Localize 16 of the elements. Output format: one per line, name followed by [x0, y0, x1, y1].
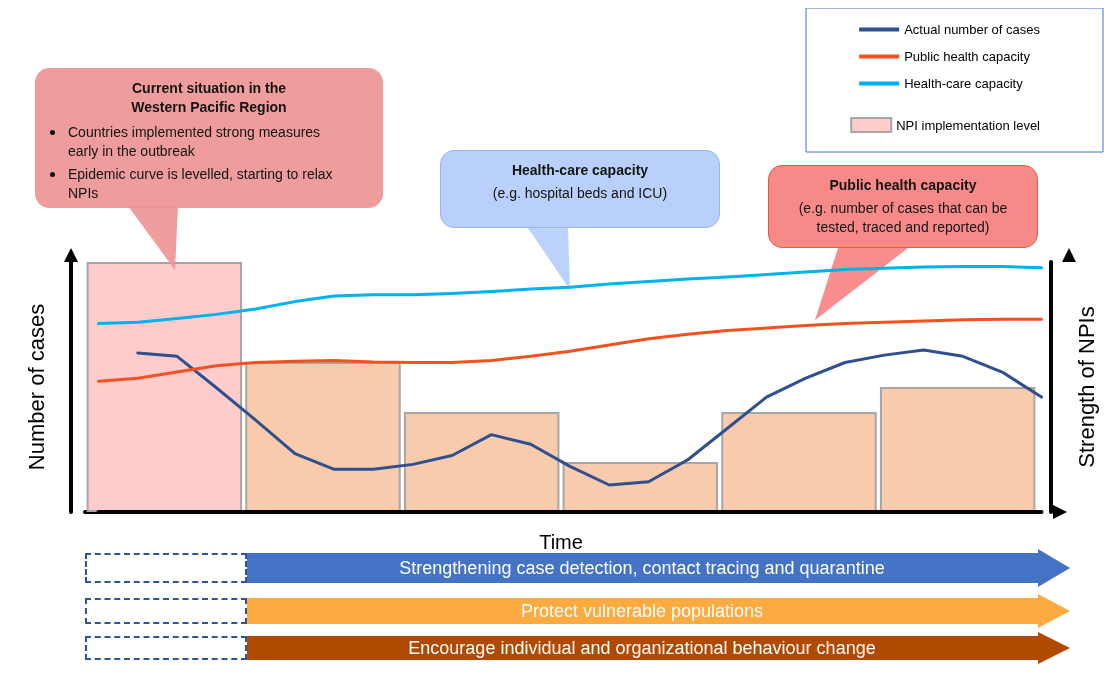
speech-bubble: Current situation in the Western Pacific Region Countries implemented strong measures early in the outbreak Epidemic curve is levelled, starting to relax NPIs	[35, 68, 383, 208]
arrow: Strengthening case detection, contact tracing and quarantine	[247, 549, 1070, 587]
bar	[562, 462, 719, 512]
bar	[86, 262, 243, 512]
bar	[245, 362, 401, 512]
legend-label: Public health capacity	[904, 49, 1031, 64]
y2-axis-title: Strength of NPIs	[1073, 306, 1099, 468]
bar	[721, 412, 877, 512]
arrow: Protect vulnerable populations	[247, 594, 1070, 628]
legend-label: NPI implementation level	[896, 117, 1041, 133]
bar	[879, 387, 1036, 512]
bar	[403, 412, 560, 512]
arrow: Encourage individual and organizational behaviour change	[247, 632, 1070, 664]
y-axis-title: Number of cases	[23, 303, 49, 471]
legend-label: Health-care capacity	[904, 76, 1024, 91]
legend-label: Actual number of cases	[904, 22, 1041, 37]
